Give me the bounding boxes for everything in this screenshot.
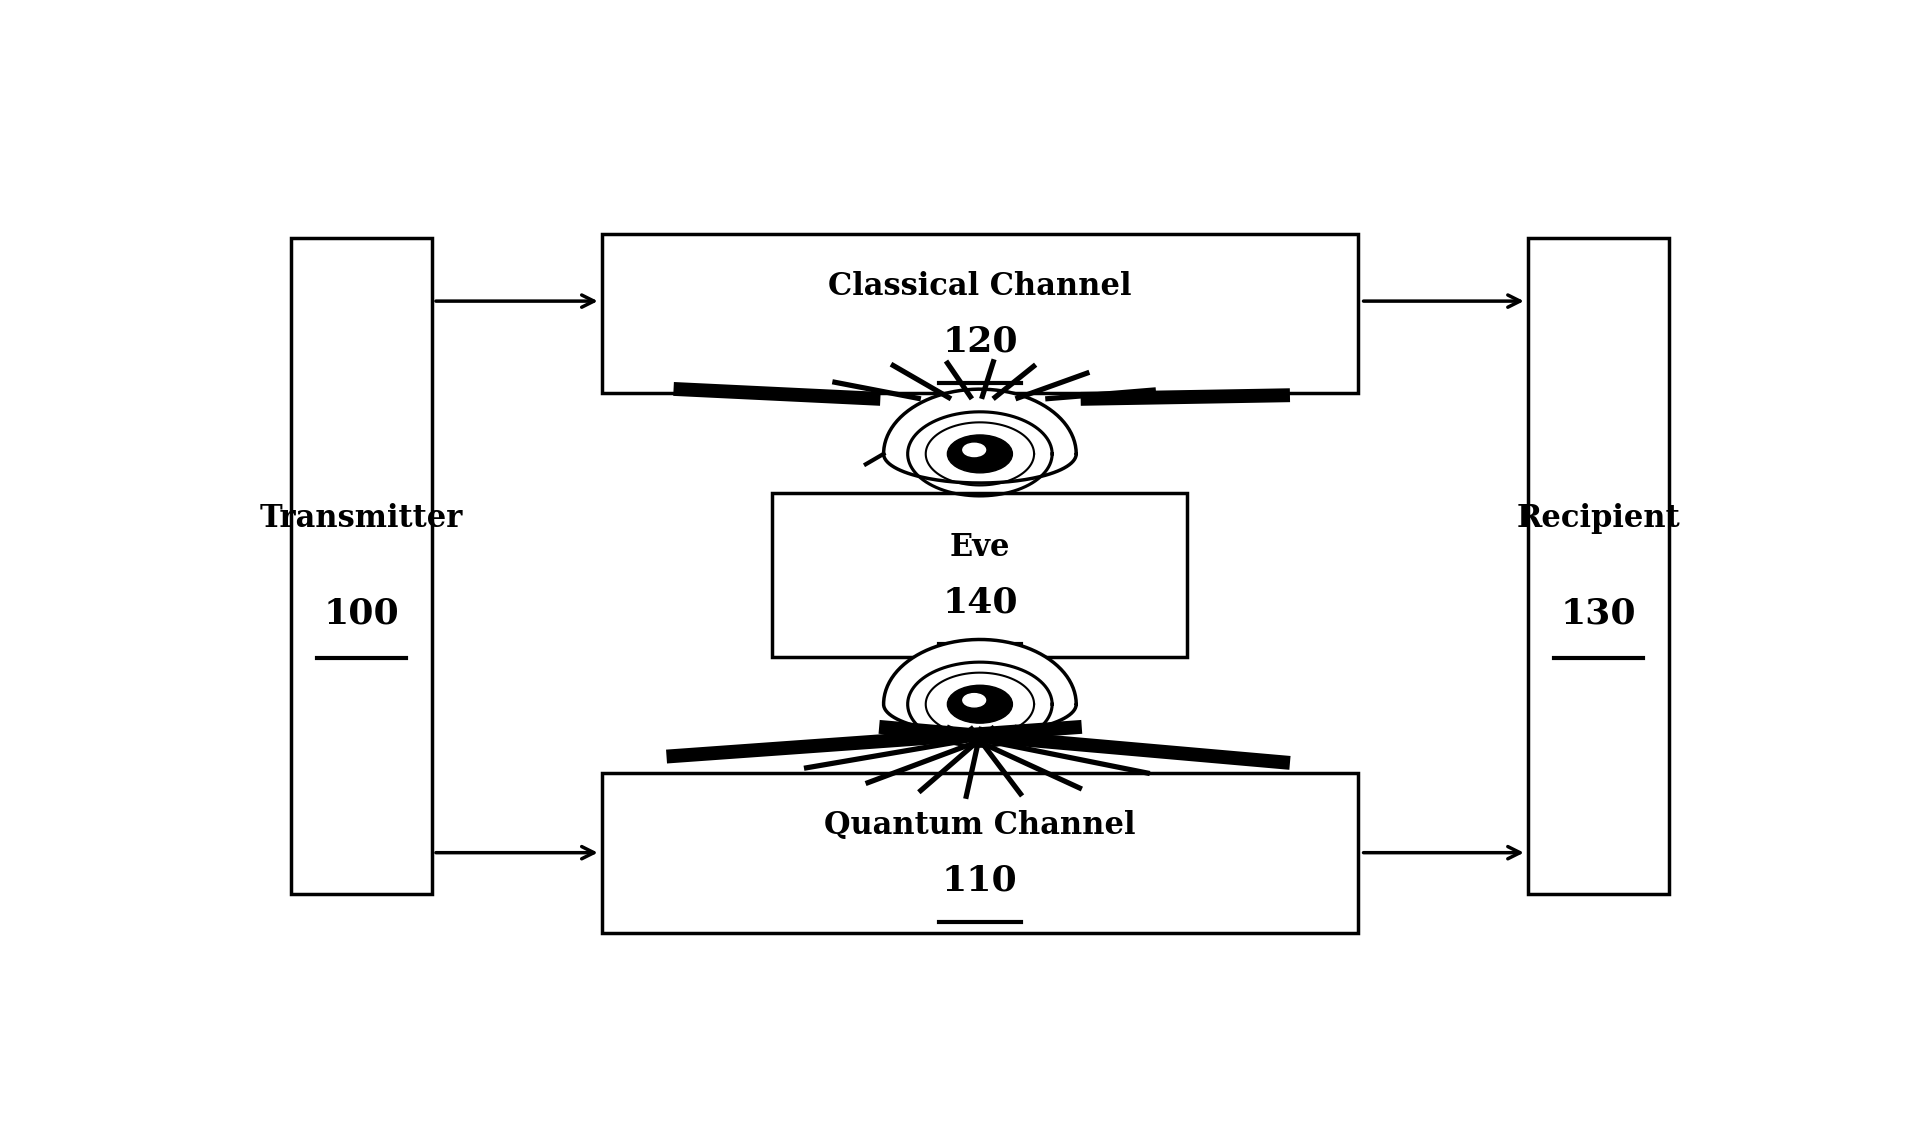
Text: 100: 100 xyxy=(323,596,400,631)
Bar xyxy=(1528,238,1669,895)
Polygon shape xyxy=(883,639,1076,733)
Text: 130: 130 xyxy=(1560,596,1637,631)
Bar xyxy=(602,773,1358,933)
Text: Classical Channel: Classical Channel xyxy=(828,270,1132,302)
Circle shape xyxy=(946,435,1013,473)
Text: Recipient: Recipient xyxy=(1516,503,1681,534)
Bar xyxy=(291,238,432,895)
Text: 140: 140 xyxy=(943,585,1017,620)
Text: Quantum Channel: Quantum Channel xyxy=(824,810,1136,841)
Bar xyxy=(772,493,1187,657)
Circle shape xyxy=(964,694,985,707)
Text: Transmitter: Transmitter xyxy=(260,503,463,534)
Bar xyxy=(602,234,1358,393)
Text: Eve: Eve xyxy=(950,531,1010,563)
Text: 110: 110 xyxy=(943,863,1017,898)
Circle shape xyxy=(946,685,1013,723)
Circle shape xyxy=(964,443,985,456)
Polygon shape xyxy=(883,389,1076,483)
Text: 120: 120 xyxy=(943,324,1017,359)
